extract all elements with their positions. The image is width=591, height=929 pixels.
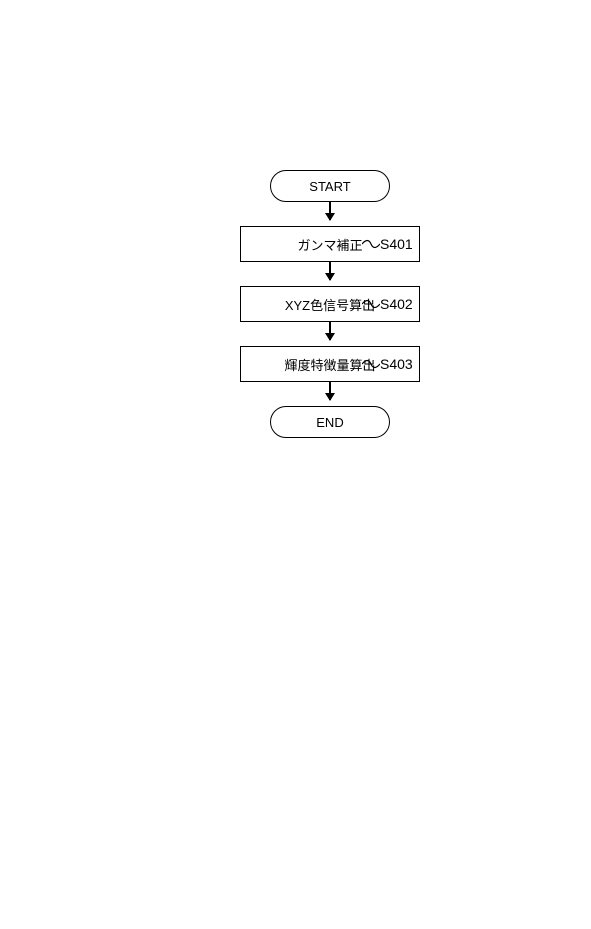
start-node-row: START — [180, 170, 480, 202]
connector-s402 — [362, 297, 380, 311]
arrow-3 — [180, 322, 480, 346]
end-label: END — [316, 415, 343, 430]
step-label-s401: S401 — [380, 236, 413, 252]
process-s401-label: ガンマ補正 — [297, 235, 362, 254]
step-label-s403: S403 — [380, 356, 413, 372]
connector-s401 — [362, 237, 380, 251]
end-terminator: END — [270, 406, 390, 438]
step-s401-row: ガンマ補正 S401 — [180, 226, 480, 262]
arrow-2 — [180, 262, 480, 286]
start-terminator: START — [270, 170, 390, 202]
arrow-4 — [180, 382, 480, 406]
arrow-1 — [180, 202, 480, 226]
step-s403-row: 輝度特徴量算出 S403 — [180, 346, 480, 382]
connector-s403 — [362, 357, 380, 371]
step-label-s402: S402 — [380, 296, 413, 312]
end-node-row: END — [180, 406, 480, 438]
flowchart-container: START ガンマ補正 S401 XYZ色信号算出 S402 輝度特徴量算出 — [180, 170, 480, 438]
step-s402-row: XYZ色信号算出 S402 — [180, 286, 480, 322]
start-label: START — [309, 179, 350, 194]
